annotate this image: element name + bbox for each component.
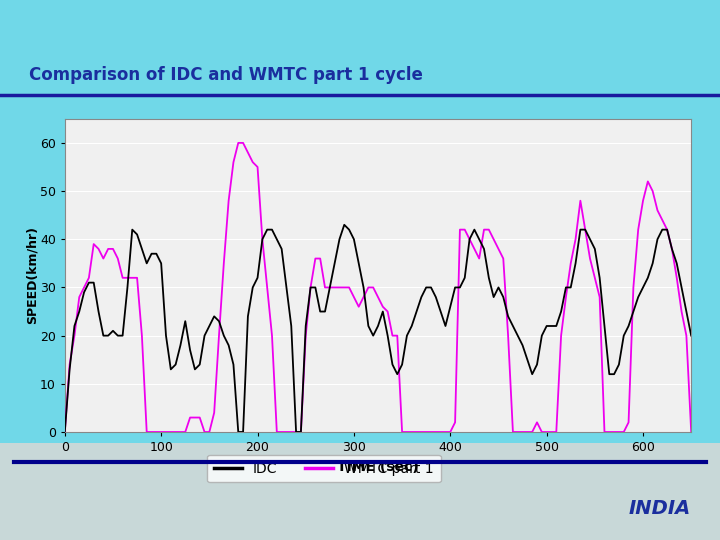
Y-axis label: SPEED(km/hr): SPEED(km/hr) <box>25 226 38 325</box>
X-axis label: TIME (sec): TIME (sec) <box>337 460 419 474</box>
Text: INDIA: INDIA <box>629 500 691 518</box>
Text: Comparison of IDC and WMTC part 1 cycle: Comparison of IDC and WMTC part 1 cycle <box>29 66 423 84</box>
Legend: IDC, WMTC part 1: IDC, WMTC part 1 <box>207 455 441 483</box>
